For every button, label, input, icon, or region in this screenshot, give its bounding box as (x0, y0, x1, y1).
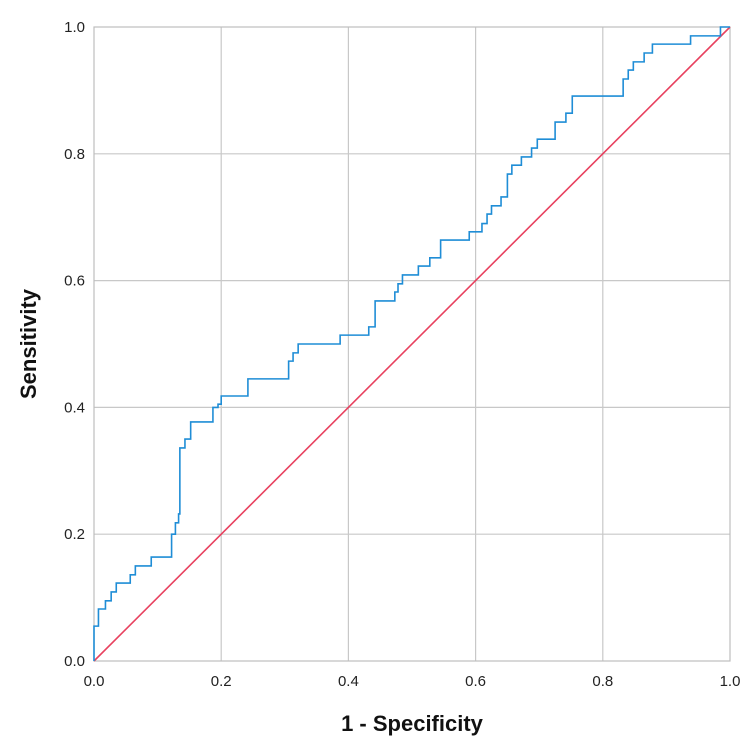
y-tick-label-4: 0.8 (64, 146, 85, 163)
x-tick-label-1: 0.2 (211, 673, 232, 690)
series-layer (93, 26, 731, 662)
gridlines (94, 27, 730, 661)
y-axis-title: Sensitivity (16, 288, 41, 399)
reference-line (93, 26, 731, 662)
y-tick-label-3: 0.6 (64, 273, 85, 290)
x-tick-label-3: 0.6 (465, 673, 486, 690)
x-tick-label-0: 0.0 (84, 673, 105, 690)
y-tick-label-1: 0.2 (64, 526, 85, 543)
x-tick-label-4: 0.8 (592, 673, 613, 690)
x-tick-label-5: 1.0 (720, 673, 741, 690)
roc-curve (93, 26, 730, 661)
y-tick-label-0: 0.0 (64, 653, 85, 670)
y-tick-label-2: 0.4 (64, 399, 85, 416)
y-tick-label-5: 1.0 (64, 19, 85, 36)
y-tick-labels: 0.0 0.2 0.4 0.6 0.8 1.0 (64, 19, 85, 670)
x-tick-label-2: 0.4 (338, 673, 359, 690)
plot-border (93, 26, 731, 662)
x-axis-title: 1 - Specificity (341, 711, 484, 736)
x-tick-labels: 0.0 0.2 0.4 0.6 0.8 1.0 (84, 673, 741, 690)
